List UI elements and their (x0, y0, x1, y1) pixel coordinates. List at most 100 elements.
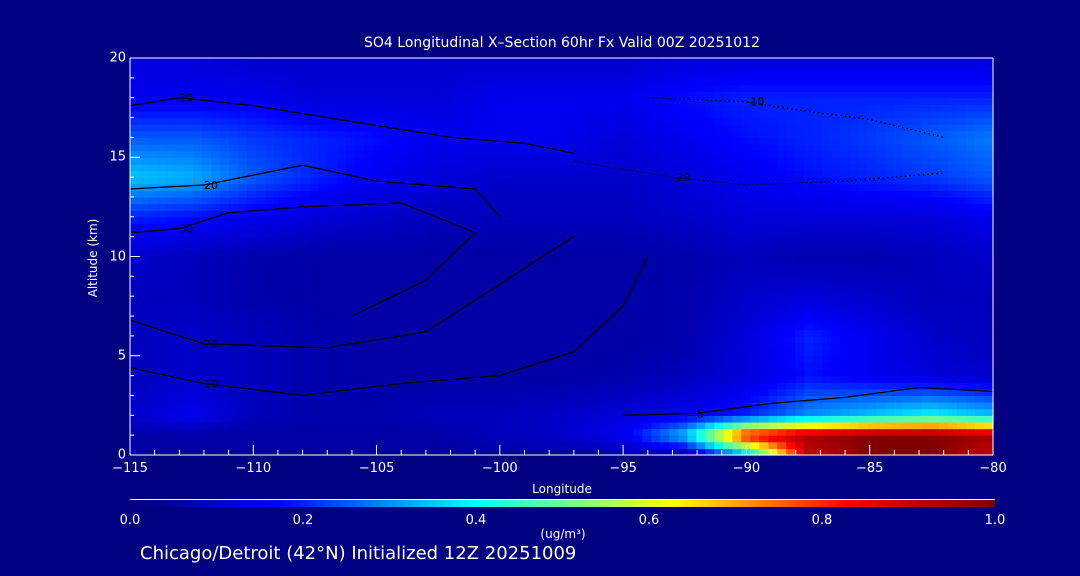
heatmap-cell (507, 177, 518, 185)
heatmap-cell (399, 382, 410, 390)
heatmap-cell (381, 124, 392, 132)
heatmap-cell (588, 322, 599, 330)
heatmap-cell (444, 144, 455, 152)
heatmap-cell (912, 144, 922, 152)
heatmap-cell (157, 263, 167, 271)
heatmap-cell (849, 177, 859, 185)
heatmap-cell (399, 316, 410, 324)
heatmap-cell (579, 296, 590, 304)
heatmap-cell (192, 243, 203, 251)
heatmap-cell (975, 362, 985, 370)
heatmap-cell (435, 210, 446, 218)
heatmap-cell (768, 296, 778, 304)
heatmap-cell (714, 382, 724, 390)
heatmap-cell (948, 342, 958, 350)
heatmap-cell (354, 137, 365, 145)
heatmap-cell (507, 196, 518, 205)
heatmap-cell (849, 170, 859, 178)
heatmap-cell (723, 263, 733, 271)
heatmap-cell (228, 309, 239, 317)
heatmap-cell (516, 395, 527, 403)
heatmap-cell (444, 435, 455, 443)
heatmap-cell (534, 256, 545, 264)
heatmap-cell (696, 435, 706, 443)
heatmap-cell (633, 124, 643, 132)
heatmap-cell (471, 375, 482, 383)
heatmap-cell (264, 203, 275, 211)
heatmap-cell (624, 183, 634, 191)
heatmap-cell (750, 110, 760, 119)
heatmap-cell (714, 402, 724, 410)
heatmap-cell (498, 329, 509, 337)
heatmap-cell (462, 230, 473, 238)
heatmap-cell (148, 289, 158, 297)
heatmap-cell (813, 435, 823, 443)
heatmap-cell (246, 441, 257, 450)
heatmap-cell (579, 249, 590, 258)
heatmap-cell (148, 309, 158, 317)
heatmap-cell (921, 421, 931, 430)
heatmap-cell (741, 369, 751, 377)
heatmap-cell (669, 375, 679, 383)
heatmap-cell (507, 283, 518, 291)
heatmap-cell (525, 302, 536, 311)
heatmap-cell (795, 435, 805, 443)
heatmap-cell (264, 230, 275, 238)
heatmap-cell (300, 283, 311, 291)
heatmap-cell (705, 243, 715, 251)
heatmap-cell (291, 249, 302, 258)
heatmap-cell (246, 230, 257, 238)
heatmap-cell (130, 296, 140, 304)
heatmap-cell (148, 362, 158, 370)
heatmap-cell (354, 196, 365, 205)
heatmap-cell (894, 296, 904, 304)
heatmap-cell (390, 210, 401, 218)
heatmap-cell (453, 249, 464, 258)
heatmap-cell (264, 322, 275, 330)
heatmap-cell (246, 117, 257, 125)
heatmap-cell (840, 289, 850, 297)
heatmap-cell (516, 190, 527, 198)
heatmap-cell (660, 110, 670, 119)
heatmap-cell (354, 402, 365, 410)
heatmap-cell (246, 355, 257, 364)
heatmap-cell (282, 382, 293, 390)
heatmap-cell (768, 428, 778, 436)
heatmap-cell (139, 415, 149, 423)
heatmap-cell (786, 110, 796, 119)
heatmap-cell (840, 144, 850, 152)
heatmap-cell (166, 355, 176, 364)
heatmap-cell (228, 408, 239, 416)
heatmap-cell (291, 157, 302, 165)
heatmap-cell (759, 117, 769, 125)
heatmap-cell (651, 388, 661, 397)
heatmap-cell (480, 256, 491, 264)
heatmap-cell (408, 210, 419, 218)
heatmap-cell (579, 309, 590, 317)
heatmap-cell (795, 110, 805, 119)
heatmap-cell (957, 263, 967, 271)
heatmap-cell (480, 322, 491, 330)
heatmap-cell (498, 421, 509, 430)
heatmap-cell (849, 269, 859, 277)
heatmap-cell (139, 150, 149, 158)
heatmap-cell (894, 163, 904, 172)
heatmap-cell (876, 316, 886, 324)
heatmap-cell (633, 428, 643, 436)
heatmap-cell (894, 223, 904, 231)
heatmap-cell (876, 124, 886, 132)
heatmap-cell (489, 163, 500, 172)
heatmap-cell (741, 269, 751, 277)
heatmap-cell (687, 144, 697, 152)
heatmap-cell (921, 382, 931, 390)
heatmap-cell (984, 302, 994, 311)
heatmap-cell (381, 309, 392, 317)
heatmap-cell (192, 163, 203, 172)
heatmap-cell (148, 375, 158, 383)
heatmap-cell (849, 196, 859, 205)
heatmap-cell (498, 269, 509, 277)
heatmap-cell (867, 124, 877, 132)
heatmap-cell (157, 388, 167, 397)
heatmap-cell (426, 395, 437, 403)
heatmap-cell (867, 289, 877, 297)
